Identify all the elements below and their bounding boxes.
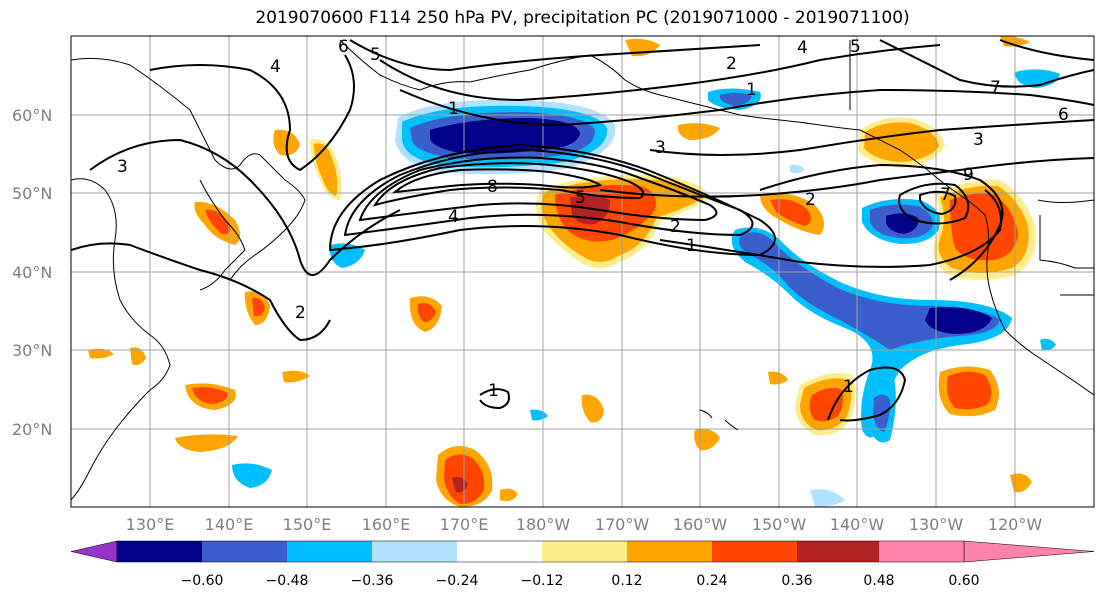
lon-label: 170°E [440,515,489,534]
lon-label: 140°E [205,515,254,534]
colorbar-swatch [879,541,964,562]
lat-label: 30°N [12,341,52,360]
pv-contour-label: 6 [1058,105,1069,125]
pv-contour-label: 4 [797,38,808,58]
colorbar-tick-label: 0.24 [696,573,727,589]
colorbar-tick-label: −0.24 [436,573,479,589]
pv-contour-label: 9 [963,165,974,185]
pv-contour-label: 1 [488,381,499,401]
colorbar-extend-low [70,540,118,563]
colorbar-swatch [202,541,287,562]
colorbar-tick-label: 0.36 [781,573,812,589]
colorbar-swatch [372,541,457,562]
pv-contour-label: 3 [655,138,666,158]
pv-contour-label: 8 [487,177,498,197]
pv-contour-label: 5 [850,37,861,57]
colorbar-swatch [117,541,202,562]
pv-contour-label: 1 [843,377,854,397]
lon-label: 130°W [909,515,964,534]
pv-contour-label: 5 [370,45,381,65]
lon-label: 160°E [362,515,411,534]
colorbar-tick-label: −0.48 [266,573,309,589]
colorbar-extend-high [963,540,1095,563]
colorbar-swatch [457,541,542,562]
pv-contour-label: 7 [940,185,951,205]
pv-contour-label: 1 [686,236,697,256]
coastlines [71,39,1094,501]
pv-contour-label: 5 [575,188,586,208]
lon-label: 140°W [830,515,885,534]
pv-contour-label: 2 [295,303,306,323]
lon-axis: 130°E 140°E 150°E 160°E 170°E 180°W 170°… [126,515,1043,534]
lat-label: 40°N [12,263,52,282]
lat-label: 50°N [12,184,52,203]
colorbar-tick-label: −0.12 [521,573,564,589]
colorbar-tick-label: 0.60 [948,573,979,589]
colorbar-tick-label: −0.36 [351,573,394,589]
lon-label: 130°E [126,515,175,534]
lon-label: 180°W [516,515,571,534]
pv-contour-label: 3 [973,130,984,150]
colorbar: −0.60 −0.48 −0.36 −0.24 −0.12 0.12 0.24 … [70,540,1095,589]
colorbar-tick-label: 0.48 [863,573,894,589]
lon-label: 120°W [988,515,1043,534]
pv-contour-label: 6 [338,37,349,57]
lon-label: 160°W [673,515,728,534]
pv-contour-label: 7 [990,78,1001,98]
colorbar-swatch [627,541,712,562]
pv-contour-label: 2 [726,54,737,74]
map-border [70,35,1095,508]
pv-contour-label: 1 [448,99,459,119]
pv-contour-label: 3 [117,157,128,177]
lon-label: 170°W [595,515,650,534]
lon-label: 150°E [283,515,332,534]
colorbar-tick-label: 0.12 [611,573,642,589]
lat-axis: 60°N 50°N 40°N 30°N 20°N [12,106,52,439]
pv-contour-label: 2 [670,217,681,237]
pv-contour-label: 2 [805,190,816,210]
lat-label: 60°N [12,106,52,125]
colorbar-tick-label: −0.60 [181,573,224,589]
colorbar-swatch [542,541,627,562]
pv-contour-label: 4 [270,57,281,77]
pv-contours [71,39,1094,422]
colorbar-swatch [287,541,372,562]
pv-contour-label: 1 [746,80,757,100]
colorbar-swatch [712,541,797,562]
map-title: 2019070600 F114 250 hPa PV, precipitatio… [255,8,910,28]
pv-contour-label: 4 [448,207,459,227]
pv-contour-labels: 6 5 4 4 2 1 5 3 8 1 3 2 1 2 9 7 6 3 5 4 … [117,37,1069,401]
lon-label: 150°W [752,515,807,534]
colorbar-swatch [797,541,882,562]
lat-label: 20°N [12,420,52,439]
